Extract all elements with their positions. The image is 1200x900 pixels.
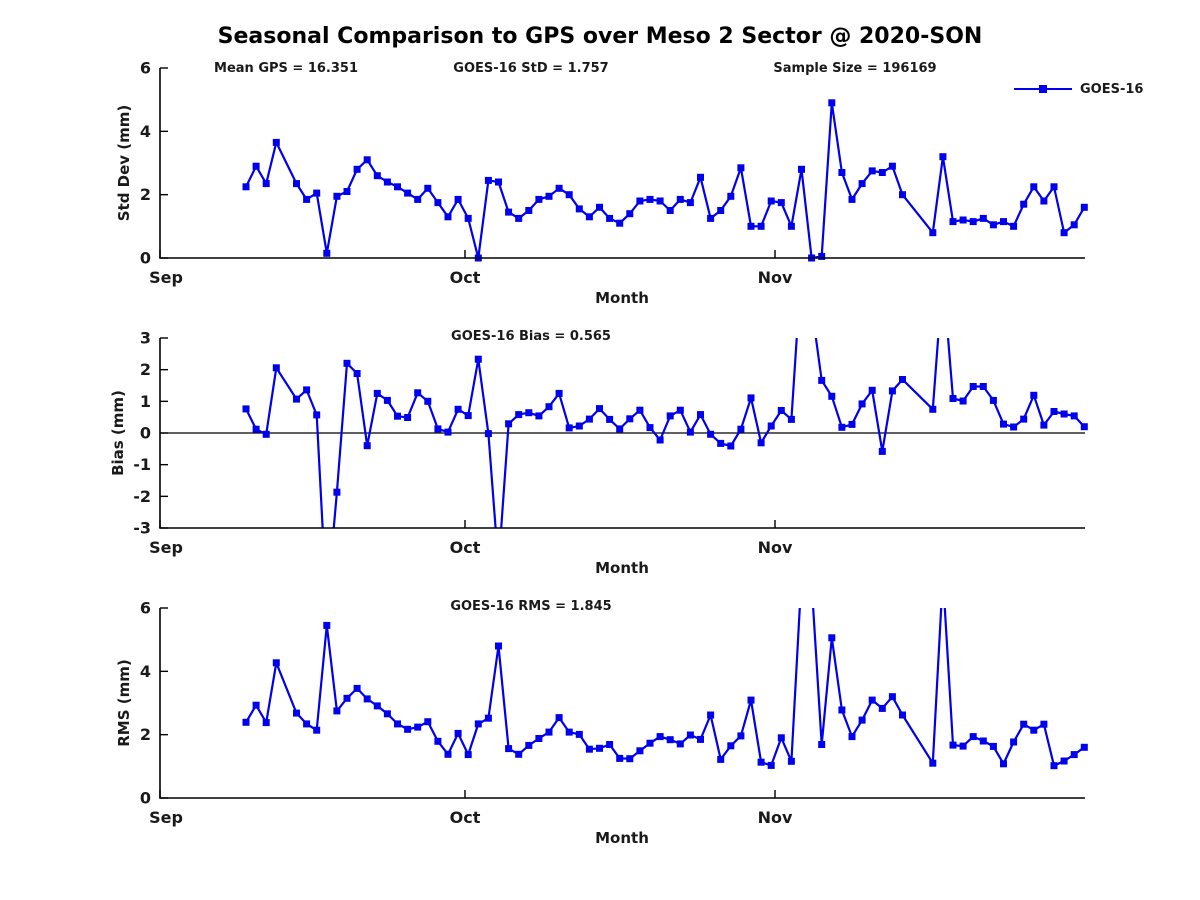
svg-text:2: 2: [140, 360, 151, 379]
svg-text:4: 4: [140, 122, 151, 141]
svg-text:2: 2: [140, 725, 151, 744]
annotation-sample-size: Sample Size = 196169: [773, 61, 937, 76]
svg-text:-1: -1: [133, 455, 151, 474]
xtick-label-nov: Nov: [757, 538, 793, 557]
svg-text:2: 2: [140, 185, 151, 204]
svg-text:1: 1: [140, 392, 151, 411]
svg-text:-2: -2: [133, 487, 151, 506]
annotation-goes16-rms: GOES-16 RMS = 1.845: [450, 599, 612, 614]
annotation-mean-gps: Mean GPS = 16.351: [214, 61, 358, 76]
ylabel-rms: RMS (mm): [115, 659, 133, 747]
svg-text:0: 0: [140, 789, 151, 808]
xtick-label-nov: Nov: [757, 808, 793, 827]
legend: GOES-16: [1014, 78, 1194, 102]
ylabel-std-dev: Std Dev (mm): [115, 104, 133, 222]
figure-title: Seasonal Comparison to GPS over Meso 2 S…: [217, 24, 983, 49]
svg-text:6: 6: [140, 59, 151, 78]
xtick-label-oct: Oct: [449, 538, 481, 557]
svg-text:-3: -3: [133, 519, 151, 538]
xlabel-month-bottom: Month: [595, 829, 649, 847]
svg-text:3: 3: [140, 329, 151, 348]
xlabel-month-middle: Month: [595, 559, 649, 577]
xtick-label-nov: Nov: [757, 268, 793, 287]
xtick-label-oct: Oct: [449, 808, 481, 827]
xtick-label-sep: Sep: [149, 538, 183, 557]
xtick-label-oct: Oct: [449, 268, 481, 287]
svg-text:6: 6: [140, 599, 151, 618]
xtick-label-sep: Sep: [149, 808, 183, 827]
svg-text:4: 4: [140, 662, 151, 681]
svg-text:0: 0: [140, 424, 151, 443]
annotation-goes16-bias: GOES-16 Bias = 0.565: [451, 329, 611, 344]
legend-marker: [1039, 85, 1047, 93]
xtick-label-sep: Sep: [149, 268, 183, 287]
legend-label: GOES-16: [1080, 82, 1144, 97]
annotation-goes16-std: GOES-16 StD = 1.757: [453, 61, 609, 76]
svg-text:0: 0: [140, 249, 151, 268]
ylabel-bias: Bias (mm): [109, 390, 127, 476]
xlabel-month-top: Month: [595, 289, 649, 307]
